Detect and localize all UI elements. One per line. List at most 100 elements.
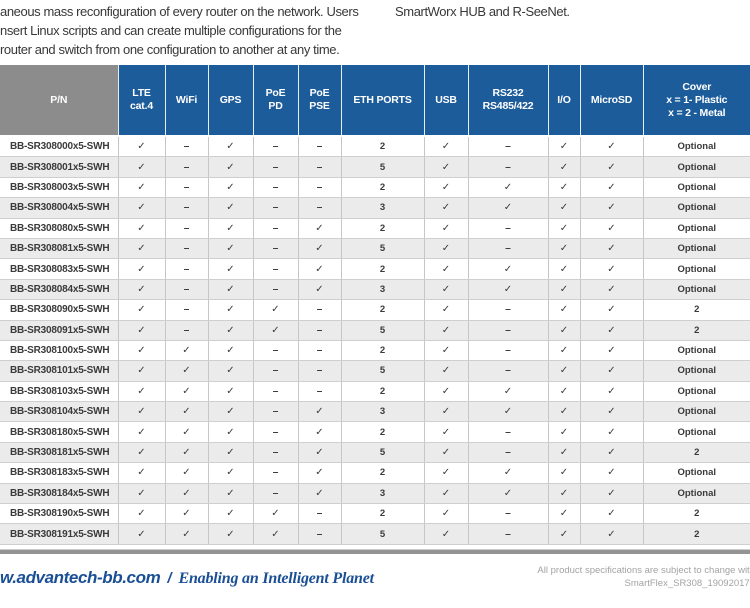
- table-row: BB-SR308003x5-SWH ✓ – ✓ – –2 ✓ ✓ ✓ ✓ Optional: [0, 177, 750, 199]
- rs232-cell: ✓: [468, 401, 549, 423]
- microsd-cell: ✓: [580, 503, 644, 525]
- usb-cell: ✓: [424, 381, 469, 403]
- table-row: BB-SR308000x5-SWH ✓ – ✓ – –2 ✓ – ✓ ✓ Optional: [0, 136, 750, 158]
- footer-tagline: Enabling an Intelligent Planet: [178, 570, 374, 587]
- lte-cell: ✓: [118, 340, 166, 362]
- gps-cell: ✓: [208, 279, 254, 301]
- poe-pd-cell: –: [253, 136, 299, 158]
- microsd-cell: ✓: [580, 258, 644, 280]
- poe-pse-cell: –: [298, 177, 342, 199]
- eth-ports-cell: 3: [341, 401, 425, 423]
- io-cell: ✓: [548, 503, 581, 525]
- pn-cell: BB-SR308191x5-SWH: [0, 523, 119, 545]
- microsd-cell: ✓: [580, 462, 644, 484]
- table-row: BB-SR308084x5-SWH ✓ – ✓ – ✓ 3 ✓ ✓ ✓ ✓ Optional: [0, 279, 750, 301]
- usb-cell: ✓: [424, 238, 469, 260]
- gps-cell: ✓: [208, 258, 254, 280]
- microsd-cell: ✓: [580, 299, 644, 321]
- poe-pd-cell: ✓: [253, 503, 299, 525]
- lte-cell: ✓: [118, 197, 166, 219]
- poe-pse-cell: ✓: [298, 401, 342, 423]
- eth-ports-cell: 5: [341, 156, 425, 178]
- table-row: BB-SR308184x5-SWH ✓ ✓ ✓ – ✓ 3 ✓ ✓ ✓ ✓ Optional: [0, 483, 750, 505]
- microsd-cell: ✓: [580, 401, 644, 423]
- wifi-cell: ✓: [165, 462, 209, 484]
- poe-pd-cell: –: [253, 218, 299, 239]
- gps-cell: ✓: [208, 320, 254, 341]
- io-cell: ✓: [548, 381, 581, 403]
- usb-cell: ✓: [424, 523, 469, 545]
- table-row: BB-SR308081x5-SWH ✓ – ✓ – ✓ 5 ✓ – ✓ ✓ Optional: [0, 238, 750, 260]
- poe-pse-cell: –: [298, 136, 342, 158]
- microsd-cell: ✓: [580, 523, 644, 545]
- io-cell: ✓: [548, 156, 581, 178]
- io-cell: ✓: [548, 483, 581, 505]
- table-row: BB-SR308001x5-SWH ✓ – ✓ – –5 ✓ – ✓ ✓ Optional: [0, 156, 750, 178]
- poe-pd-cell: –: [253, 462, 299, 484]
- microsd-cell: ✓: [580, 279, 644, 301]
- cover-cell: Optional: [643, 462, 750, 484]
- column-header-usb: USB: [424, 65, 469, 137]
- lte-cell: ✓: [118, 218, 166, 239]
- wifi-cell: ✓: [165, 421, 209, 443]
- cover-cell: Optional: [643, 360, 750, 382]
- lte-cell: ✓: [118, 156, 166, 178]
- usb-cell: ✓: [424, 156, 469, 178]
- microsd-cell: ✓: [580, 156, 644, 178]
- poe-pd-cell: –: [253, 442, 299, 464]
- lte-cell: ✓: [118, 381, 166, 403]
- lte-cell: ✓: [118, 136, 166, 158]
- intro-line: router and switch from one configuration…: [0, 42, 340, 57]
- poe-pd-cell: –: [253, 238, 299, 260]
- io-cell: ✓: [548, 279, 581, 301]
- table-row: BB-SR308091x5-SWH ✓ – ✓ ✓ –5 ✓ – ✓ ✓ 2: [0, 320, 750, 341]
- column-header-wifi: WiFi: [165, 65, 209, 137]
- poe-pd-cell: –: [253, 360, 299, 382]
- poe-pd-cell: –: [253, 279, 299, 301]
- lte-cell: ✓: [118, 523, 166, 545]
- eth-ports-cell: 5: [341, 442, 425, 464]
- cover-cell: 2: [643, 503, 750, 525]
- poe-pse-cell: ✓: [298, 421, 342, 443]
- wifi-cell: –: [165, 279, 209, 301]
- usb-cell: ✓: [424, 340, 469, 362]
- cover-cell: Optional: [643, 279, 750, 301]
- usb-cell: ✓: [424, 258, 469, 280]
- lte-cell: ✓: [118, 238, 166, 260]
- column-header-io: I/O: [548, 65, 581, 137]
- pn-cell: BB-SR308180x5-SWH: [0, 421, 119, 443]
- microsd-cell: ✓: [580, 218, 644, 239]
- io-cell: ✓: [548, 442, 581, 464]
- table-row: BB-SR308181x5-SWH ✓ ✓ ✓ – ✓ 5 ✓ – ✓ ✓ 2: [0, 442, 750, 464]
- poe-pd-cell: –: [253, 381, 299, 403]
- cover-cell: Optional: [643, 177, 750, 199]
- poe-pse-cell: –: [298, 299, 342, 321]
- pn-cell: BB-SR308091x5-SWH: [0, 320, 119, 341]
- poe-pse-cell: –: [298, 523, 342, 545]
- lte-cell: ✓: [118, 299, 166, 321]
- wifi-cell: –: [165, 218, 209, 239]
- usb-cell: ✓: [424, 462, 469, 484]
- io-cell: ✓: [548, 462, 581, 484]
- cover-cell: 2: [643, 320, 750, 341]
- microsd-cell: ✓: [580, 442, 644, 464]
- footer-note-line2: SmartFlex_SR308_19092017d: [624, 577, 750, 589]
- io-cell: ✓: [548, 421, 581, 443]
- rs232-cell: –: [468, 218, 549, 239]
- poe-pse-cell: –: [298, 320, 342, 341]
- io-cell: ✓: [548, 258, 581, 280]
- cover-cell: Optional: [643, 421, 750, 443]
- pn-cell: BB-SR308181x5-SWH: [0, 442, 119, 464]
- wifi-cell: ✓: [165, 523, 209, 545]
- microsd-cell: ✓: [580, 421, 644, 443]
- wifi-cell: –: [165, 238, 209, 260]
- table-row: BB-SR308183x5-SWH ✓ ✓ ✓ – ✓ 2 ✓ ✓ ✓ ✓ Optional: [0, 462, 750, 484]
- eth-ports-cell: 2: [341, 218, 425, 239]
- usb-cell: ✓: [424, 218, 469, 239]
- gps-cell: ✓: [208, 156, 254, 178]
- cover-cell: Optional: [643, 218, 750, 239]
- wifi-cell: –: [165, 156, 209, 178]
- rs232-cell: ✓: [468, 177, 549, 199]
- gps-cell: ✓: [208, 523, 254, 545]
